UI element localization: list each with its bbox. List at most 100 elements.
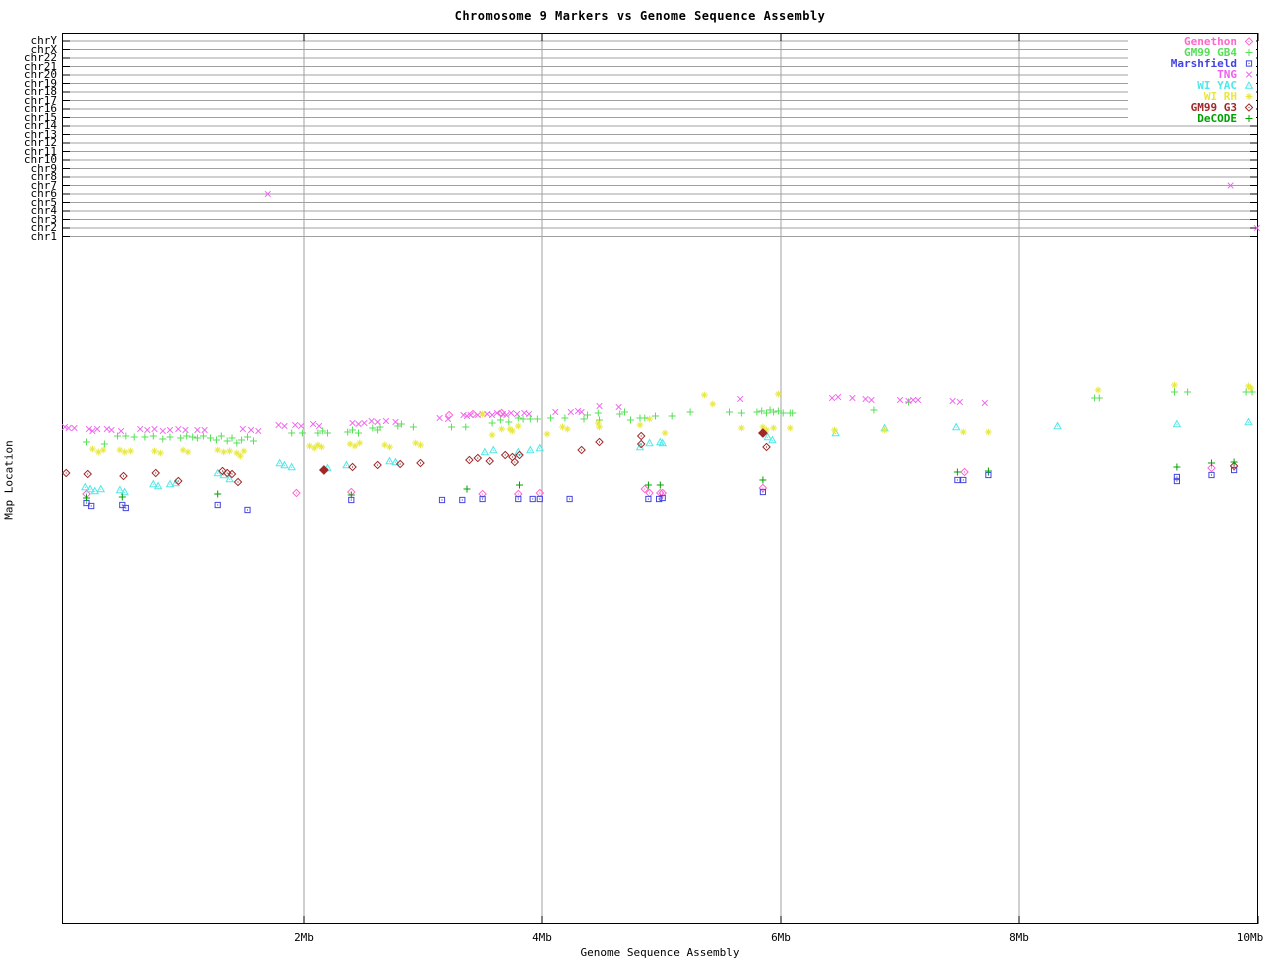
point-star	[126, 447, 135, 455]
point-star	[984, 428, 993, 436]
point-plus	[188, 433, 197, 441]
point-triangle-dot	[391, 458, 400, 466]
point-cross	[117, 427, 125, 435]
chromosome-label-chr3: chr3	[30, 212, 58, 226]
point-cross	[828, 394, 836, 402]
point-plus	[488, 419, 497, 427]
point-cross	[914, 396, 922, 404]
chromosome-label-chr15: chr15	[23, 110, 57, 124]
legend-label: WI RH	[1203, 90, 1237, 103]
x-tick-label-10Mb: 10Mb	[1236, 931, 1264, 944]
legend-item-gm99-g3: GM99 G3	[1128, 101, 1256, 114]
legend-marker-diamond-dot-icon	[1244, 103, 1254, 112]
point-square-dot	[529, 495, 536, 503]
point-star	[355, 439, 364, 447]
point-cross	[834, 393, 842, 401]
point-cross	[615, 403, 622, 411]
legend-marker-star-icon	[1245, 92, 1253, 101]
legend-label: GM99 GB4	[1184, 46, 1237, 59]
point-plus	[176, 434, 185, 442]
point-cross	[493, 409, 501, 417]
point-star	[700, 391, 709, 399]
point-square-dot	[1208, 471, 1215, 479]
point-plus	[212, 436, 221, 444]
point-plus	[496, 416, 505, 424]
chromosome-label-chr11: chr11	[23, 144, 57, 158]
chromosome-label-chrX: chrX	[30, 42, 58, 56]
legend-marker-cross-icon	[1245, 71, 1253, 78]
point-cross	[896, 396, 904, 404]
point-plus	[237, 436, 246, 444]
point-cross	[981, 399, 989, 407]
chromosome-label-chr13: chr13	[23, 127, 57, 141]
point-square-dot	[645, 495, 652, 503]
point-plus	[626, 416, 635, 424]
point-diamond-dot	[292, 488, 301, 498]
legend-label: Marshfield	[1170, 57, 1237, 70]
point-diamond-dot	[396, 459, 405, 469]
point-plus	[546, 414, 555, 422]
chromosome-label-chr18: chr18	[23, 85, 57, 98]
point-plus	[298, 429, 307, 437]
point-cross	[144, 426, 151, 434]
point-star	[959, 428, 968, 436]
point-cross	[374, 418, 381, 426]
point-diamond-dot	[373, 460, 382, 470]
point-cross	[136, 425, 144, 433]
chromosome-label-chr7: chr7	[30, 178, 58, 192]
point-plus	[656, 481, 665, 489]
point-triangle-dot	[96, 485, 105, 493]
chromosome-label-chr2: chr2	[30, 221, 58, 234]
point-plus	[100, 440, 109, 448]
chromosome-label-chr10: chr10	[23, 153, 57, 166]
legend-item-wi-rh: WI RH	[1128, 90, 1256, 103]
point-square-dot	[566, 495, 573, 503]
point-triangle-dot	[1244, 418, 1253, 426]
chart-title: Chromosome 9 Markers vs Genome Sequence …	[454, 9, 826, 23]
legend-item-gm99-gb4: GM99 GB4	[1128, 46, 1256, 59]
point-plus	[217, 432, 226, 440]
legend-marker-triangle-dot-icon	[1245, 81, 1253, 89]
point-star	[225, 447, 234, 455]
point-diamond-dot	[595, 437, 604, 447]
legend-label: DeCODE	[1197, 112, 1237, 125]
point-plus	[463, 485, 471, 493]
point-plus	[869, 406, 878, 414]
point-cross	[315, 422, 323, 430]
point-cross	[309, 420, 317, 428]
point-square-dot	[960, 476, 967, 484]
point-triangle-dot	[481, 448, 489, 456]
series-points-wi-rh	[88, 381, 1255, 460]
point-diamond-dot	[465, 455, 474, 465]
point-square-dot	[459, 496, 466, 504]
point-triangle-dot	[275, 459, 284, 467]
chromosome-label-chr6: chr6	[30, 187, 58, 200]
point-plus	[758, 476, 767, 484]
point-plus	[182, 432, 191, 440]
point-star	[636, 421, 644, 429]
point-cross	[849, 394, 856, 402]
chromosome-label-chrY: chrY	[30, 34, 58, 47]
point-cross	[436, 414, 443, 422]
point-diamond-dot	[416, 458, 425, 468]
chromosome-label-chr12: chr12	[23, 136, 57, 149]
point-plus	[1207, 459, 1216, 467]
point-plus	[354, 429, 363, 437]
point-cross	[525, 410, 533, 418]
point-cross	[159, 427, 167, 435]
point-cross	[281, 422, 288, 430]
legend-marker-square-dot-icon	[1245, 60, 1253, 67]
point-square-dot	[954, 476, 961, 484]
point-plus	[668, 412, 677, 420]
point-cross	[151, 425, 158, 433]
point-cross	[513, 410, 521, 418]
point-diamond-dot	[468, 409, 478, 419]
point-diamond-dot	[62, 468, 71, 478]
point-plus	[213, 490, 222, 498]
point-cross	[182, 426, 189, 434]
point-plus	[640, 414, 649, 422]
point-cross	[868, 396, 875, 404]
point-plus	[149, 432, 158, 440]
point-plus	[1095, 394, 1104, 402]
